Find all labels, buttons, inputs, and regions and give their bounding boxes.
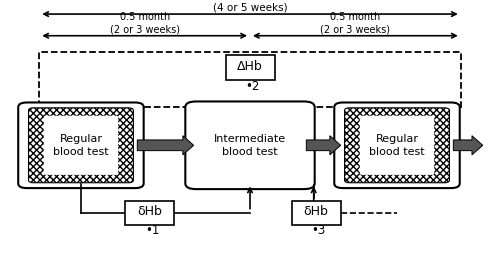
Polygon shape (454, 136, 483, 155)
Bar (292, 201, 341, 225)
Bar (226, 55, 274, 80)
Text: Regular
blood test: Regular blood test (53, 134, 109, 157)
Text: 0.5 month
(2 or 3 weeks): 0.5 month (2 or 3 weeks) (320, 12, 390, 35)
FancyBboxPatch shape (186, 101, 314, 189)
Text: δHb: δHb (137, 205, 162, 218)
Text: •3: •3 (312, 224, 326, 237)
FancyBboxPatch shape (18, 102, 144, 188)
Text: 1 month
(4 or 5 weeks): 1 month (4 or 5 weeks) (212, 0, 288, 13)
Text: •2: •2 (246, 80, 260, 93)
Polygon shape (138, 136, 194, 155)
FancyBboxPatch shape (360, 116, 434, 175)
Text: ΔHb: ΔHb (237, 60, 263, 73)
FancyBboxPatch shape (28, 108, 134, 183)
Text: Intermediate
blood test: Intermediate blood test (214, 134, 286, 157)
Bar (40, 52, 461, 107)
Polygon shape (306, 136, 340, 155)
FancyBboxPatch shape (44, 116, 118, 175)
FancyBboxPatch shape (334, 102, 460, 188)
FancyBboxPatch shape (344, 108, 450, 183)
Text: δHb: δHb (304, 205, 328, 218)
Bar (125, 201, 174, 225)
Text: 0.5 month
(2 or 3 weeks): 0.5 month (2 or 3 weeks) (110, 12, 180, 35)
Text: •1: •1 (145, 224, 159, 237)
Text: Regular
blood test: Regular blood test (369, 134, 425, 157)
